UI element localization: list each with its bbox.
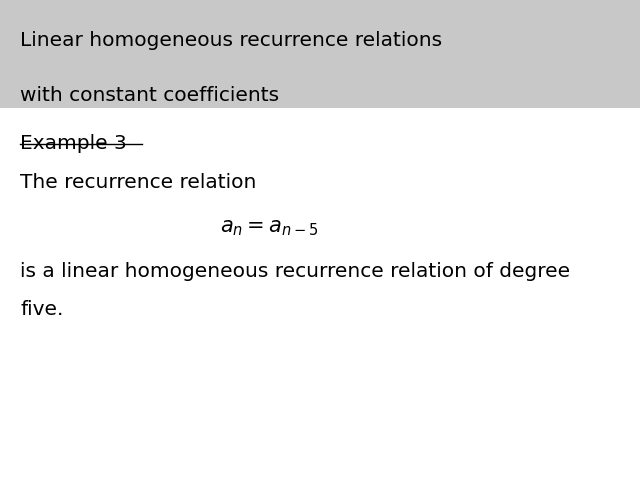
Text: Example 3: Example 3 bbox=[20, 134, 127, 154]
FancyBboxPatch shape bbox=[0, 0, 640, 108]
Text: Linear homogeneous recurrence relations: Linear homogeneous recurrence relations bbox=[20, 31, 443, 50]
Text: is a linear homogeneous recurrence relation of degree: is a linear homogeneous recurrence relat… bbox=[20, 262, 571, 281]
Text: $a_n = a_{n-5}$: $a_n = a_{n-5}$ bbox=[220, 218, 318, 239]
Text: The recurrence relation: The recurrence relation bbox=[20, 173, 257, 192]
Text: with constant coefficients: with constant coefficients bbox=[20, 86, 280, 106]
Text: five.: five. bbox=[20, 300, 64, 319]
